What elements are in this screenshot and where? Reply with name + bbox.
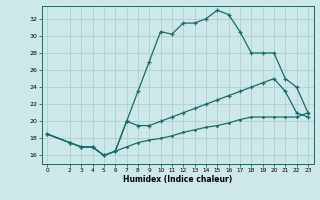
X-axis label: Humidex (Indice chaleur): Humidex (Indice chaleur)	[123, 175, 232, 184]
